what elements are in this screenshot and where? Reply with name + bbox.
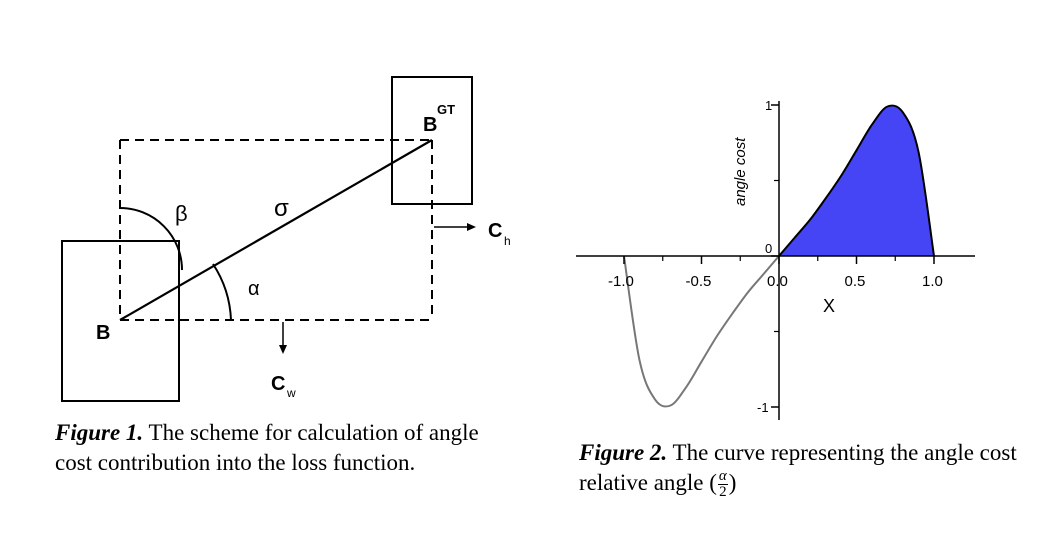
figure2-chart: -1.0 -0.5 0.0 0.5 1.0 1 0 -1 X angle cost: [576, 98, 975, 420]
label-sigma: σ: [274, 195, 289, 222]
x-tick-label: 0.5: [845, 273, 866, 290]
label-b: B: [96, 322, 110, 344]
fraction-numerator: α: [717, 468, 728, 486]
x-axis-label: X: [823, 296, 835, 316]
figure1-caption-label: Figure 1.: [55, 420, 144, 445]
cw-arrow: [279, 322, 287, 354]
label-bgt: B: [423, 114, 437, 136]
fraction-denominator: 2: [719, 484, 727, 501]
label-bgt-sup: GT: [437, 102, 455, 117]
ch-arrow: [434, 223, 476, 231]
alpha-arc: [212, 263, 232, 321]
label-alpha: α: [248, 278, 260, 300]
y-tick-label: -1: [757, 400, 769, 415]
figure1-caption: Figure 1. The scheme for calculation of …: [55, 418, 495, 478]
beta-arc: [119, 207, 183, 271]
label-beta: β: [175, 201, 188, 226]
figure1-diagram: B B GT β σ α C h C w: [61, 76, 511, 402]
y-tick-label: 1: [765, 98, 772, 113]
figure2-caption-close: ): [728, 470, 737, 495]
dashed-rectangle: [119, 139, 433, 321]
series-negative-line: [623, 255, 780, 408]
label-cw: C: [271, 373, 285, 395]
x-tick-label: -0.5: [686, 273, 712, 290]
series-positive-area: [779, 105, 934, 257]
figure2-caption-text: The curve representing the angle cost re…: [579, 440, 1017, 495]
x-tick-group: -1.0 -0.5 0.0 0.5 1.0: [608, 256, 943, 290]
figure2-caption: Figure 2. The curve representing the ang…: [579, 438, 1039, 500]
figure1-caption-text: The scheme for calculation of angle cost…: [55, 420, 479, 475]
label-ch-sub: h: [504, 234, 511, 248]
sigma-line: [119, 139, 433, 321]
y-axis-label: angle cost: [732, 137, 749, 206]
x-tick-label: 1.0: [922, 273, 943, 290]
y-tick-label: 0: [765, 241, 772, 256]
x-tick-label: 0.0: [767, 273, 788, 290]
label-ch: C: [488, 220, 502, 242]
series-positive-line: [778, 104, 935, 257]
figure2-caption-label: Figure 2.: [579, 440, 668, 465]
x-tick-label: -1.0: [608, 273, 634, 290]
y-tick-group: 1 0 -1: [757, 98, 779, 415]
label-cw-sub: w: [286, 386, 296, 400]
box-b: [61, 240, 180, 402]
